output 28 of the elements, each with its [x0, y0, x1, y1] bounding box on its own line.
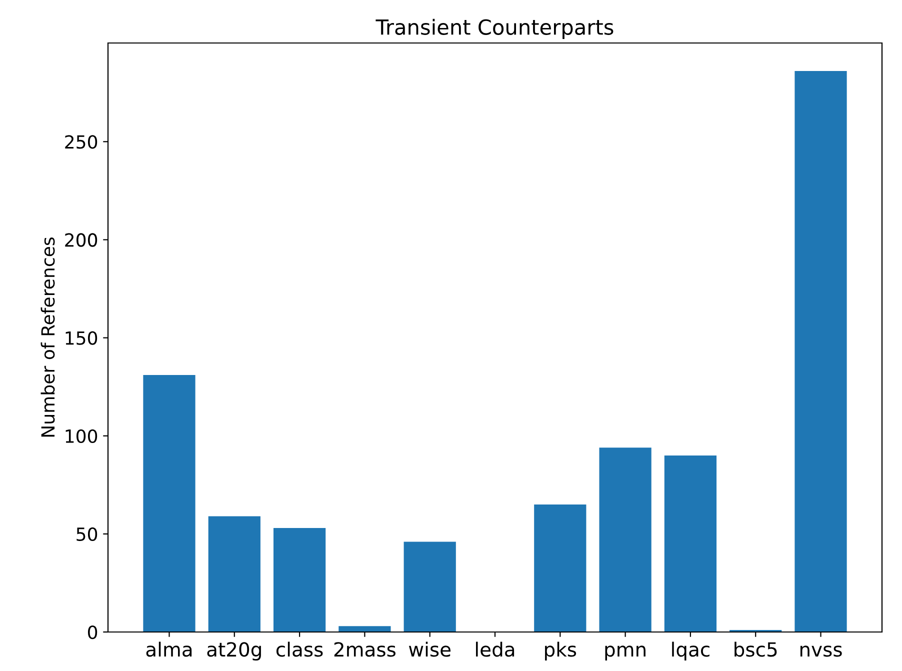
x-tick-label: lqac [672, 642, 710, 661]
bar [794, 71, 847, 632]
y-axis-title: Number of References [40, 238, 55, 437]
y-tick-label: 100 [66, 429, 98, 443]
bar [534, 504, 586, 632]
bar [664, 455, 717, 632]
x-tick-label: bsc5 [734, 642, 777, 657]
x-tick-label: alma [146, 642, 192, 657]
y-tick-label: 200 [65, 233, 98, 247]
bar [208, 516, 260, 632]
x-tick-label: leda [476, 642, 514, 657]
y-tick-label: 150 [66, 331, 98, 345]
x-tick-label: 2mass [334, 642, 396, 657]
y-tick-label: 50 [76, 527, 98, 542]
x-tick-label: pmn [605, 646, 646, 661]
x-tick-label: nvss [800, 646, 842, 657]
x-tick-label: at20g [207, 642, 261, 661]
bar [338, 626, 391, 632]
bar [404, 542, 456, 632]
y-tick-label: 0 [88, 625, 98, 640]
bar [273, 528, 326, 632]
bar [143, 375, 196, 632]
y-tick-label: 250 [65, 135, 98, 149]
x-tick-label: pks [545, 642, 576, 661]
chart-title: Transient Counterparts [376, 18, 614, 39]
x-tick-label: class [276, 642, 323, 657]
bar [599, 448, 652, 632]
x-tick-label: wise [408, 642, 451, 657]
